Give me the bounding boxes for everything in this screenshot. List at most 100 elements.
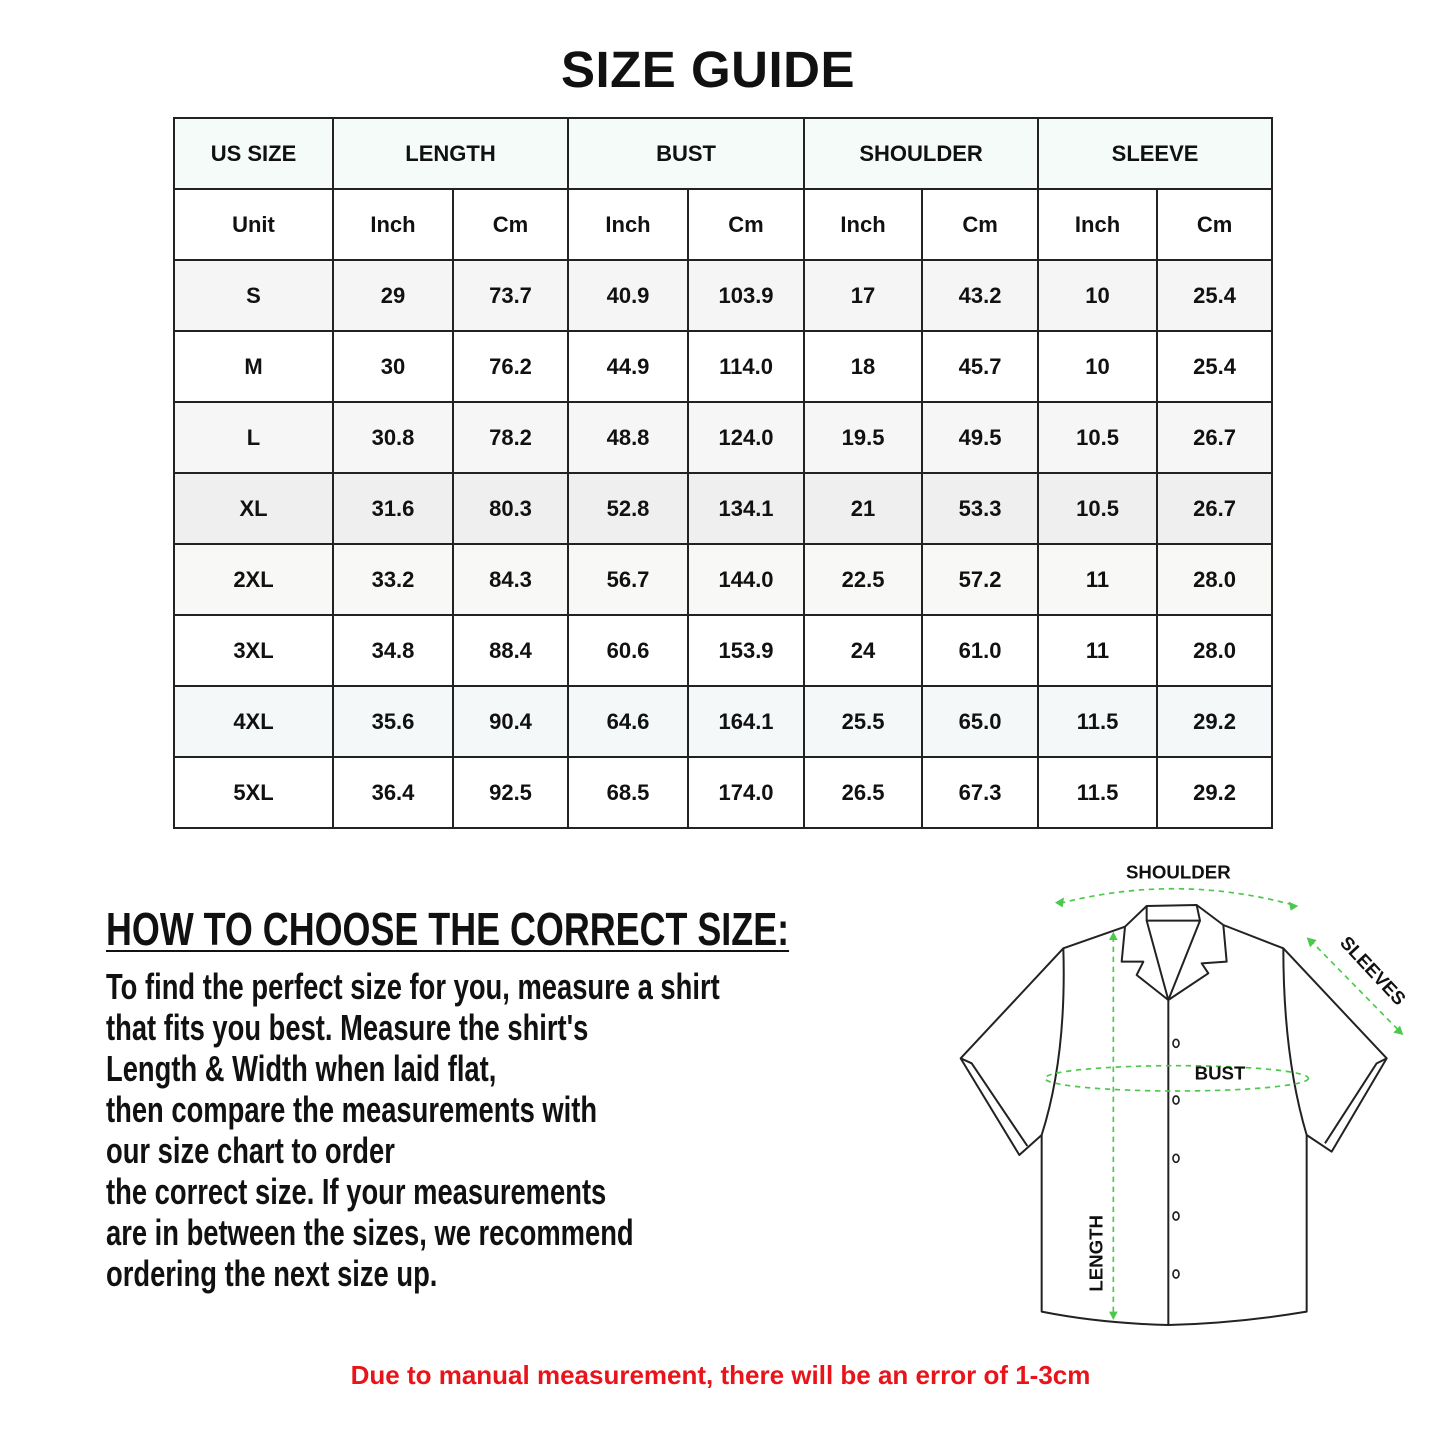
measurement-cell: 10 xyxy=(1037,259,1159,332)
measurement-lines xyxy=(1044,887,1401,1315)
size-cell: XL xyxy=(173,472,334,545)
measurement-cell: 134.1 xyxy=(687,472,806,545)
table-row: 2XL 33.2 84.3 56.7 144.0 22.5 57.2 11 28.0 xyxy=(173,543,1274,616)
arrow-icon xyxy=(1288,901,1299,911)
measurement-cell: 124.0 xyxy=(687,401,806,474)
table-row: 5XL 36.4 92.5 68.5 174.0 26.5 67.3 11.5 29.2 xyxy=(173,756,1274,829)
how-to-line: then compare the measurements with xyxy=(106,1089,598,1130)
size-cell: 4XL xyxy=(173,685,334,758)
measurement-cell: 103.9 xyxy=(687,259,806,332)
table-row: XL 31.6 80.3 52.8 134.1 21 53.3 10.5 26.7 xyxy=(173,472,1274,545)
how-to-line: ordering the next size up. xyxy=(106,1253,438,1294)
button-icon xyxy=(1172,1095,1180,1105)
measurement-cell: 28.0 xyxy=(1156,543,1274,616)
group-header-row: US SIZE LENGTH BUST SHOULDER SLEEVE xyxy=(173,117,1274,190)
measurement-cell: 30 xyxy=(332,330,454,403)
sleeves-label: SLEEVES xyxy=(1336,932,1410,1009)
arrow-icon xyxy=(1306,937,1317,948)
shirt-outline xyxy=(959,904,1388,1326)
shirt-diagram: SHOULDER SLEEVES BUST LENGTH xyxy=(940,850,1420,1340)
measurement-cell: 44.9 xyxy=(567,330,690,403)
how-to-line: that fits you best. Measure the shirt's xyxy=(106,1007,589,1048)
header-length: LENGTH xyxy=(331,117,570,190)
measurement-cell: 61.0 xyxy=(921,614,1040,687)
table-row: S 29 73.7 40.9 103.9 17 43.2 10 25.4 xyxy=(173,259,1274,332)
measurement-cell: 88.4 xyxy=(451,614,570,687)
header-sleeve: SLEEVE xyxy=(1037,117,1274,190)
measurement-cell: 144.0 xyxy=(687,543,806,616)
size-cell: L xyxy=(173,401,334,474)
table-row: 3XL 34.8 88.4 60.6 153.9 24 61.0 11 28.0 xyxy=(173,614,1274,687)
measurement-cell: 24 xyxy=(803,614,924,687)
measurement-cell: 34.8 xyxy=(332,614,454,687)
measurement-cell: 11 xyxy=(1037,543,1159,616)
shoulder-label: SHOULDER xyxy=(1126,861,1231,882)
unit-cell: Cm xyxy=(687,188,806,261)
arrow-icon xyxy=(1055,897,1064,908)
measurement-cell: 40.9 xyxy=(567,259,690,332)
measurement-cell: 56.7 xyxy=(567,543,690,616)
size-cell: 2XL xyxy=(173,543,334,616)
measurement-cell: 25.5 xyxy=(803,685,924,758)
bust-measure-line xyxy=(1044,1064,1310,1092)
measurement-cell: 84.3 xyxy=(451,543,570,616)
measurement-error-note: Due to manual measurement, there will be… xyxy=(350,1360,1091,1390)
measurement-cell: 43.2 xyxy=(921,259,1040,332)
size-cell: 5XL xyxy=(173,756,334,829)
measurement-cell: 45.7 xyxy=(921,330,1040,403)
measurement-cell: 52.8 xyxy=(567,472,690,545)
measurement-cell: 21 xyxy=(803,472,924,545)
sleeve-measure-line xyxy=(1309,939,1401,1033)
measurement-cell: 164.1 xyxy=(687,685,806,758)
measurement-cell: 26.5 xyxy=(803,756,924,829)
measurement-cell: 68.5 xyxy=(567,756,690,829)
table-row: 4XL 35.6 90.4 64.6 164.1 25.5 65.0 11.5 29.2 xyxy=(173,685,1274,758)
how-to-text: To find the perfect size for you, measur… xyxy=(106,966,982,1294)
unit-cell: Cm xyxy=(1156,188,1274,261)
page-title: SIZE GUIDE xyxy=(560,41,856,98)
unit-cell: Cm xyxy=(921,188,1040,261)
how-to-line: Length & Width when laid flat, xyxy=(106,1048,497,1089)
measurement-cell: 25.4 xyxy=(1156,330,1274,403)
measurement-cell: 25.4 xyxy=(1156,259,1274,332)
unit-cell: Inch xyxy=(332,188,454,261)
measurement-cell: 90.4 xyxy=(451,685,570,758)
measurement-cell: 65.0 xyxy=(921,685,1040,758)
measurement-cell: 29.2 xyxy=(1156,756,1274,829)
how-to-line: our size chart to order xyxy=(106,1130,395,1171)
measurement-arrows xyxy=(1055,897,1404,1320)
button-icon xyxy=(1172,1038,1180,1049)
table-row: M 30 76.2 44.9 114.0 18 45.7 10 25.4 xyxy=(173,330,1274,403)
measurement-cell: 153.9 xyxy=(687,614,806,687)
measurement-cell: 67.3 xyxy=(921,756,1040,829)
measurement-cell: 49.5 xyxy=(921,401,1040,474)
measurement-cell: 30.8 xyxy=(332,401,454,474)
size-cell: 3XL xyxy=(173,614,334,687)
header-us-size: US SIZE xyxy=(173,117,334,190)
button-icon xyxy=(1172,1211,1180,1221)
measurement-cell: 60.6 xyxy=(567,614,690,687)
size-table: US SIZE LENGTH BUST SHOULDER SLEEVE Unit… xyxy=(173,117,1274,829)
how-to-line: are in between the sizes, we recommend xyxy=(106,1212,634,1253)
measurement-cell: 73.7 xyxy=(451,259,570,332)
how-to-section: HOW TO CHOOSE THE CORRECT SIZE: To find … xyxy=(106,902,982,1294)
measurement-cell: 11 xyxy=(1037,614,1159,687)
measurement-cell: 22.5 xyxy=(803,543,924,616)
measurement-cell: 48.8 xyxy=(567,401,690,474)
arrow-icon xyxy=(1393,1025,1404,1035)
measurement-cell: 57.2 xyxy=(921,543,1040,616)
header-bust: BUST xyxy=(567,117,806,190)
measurement-cell: 78.2 xyxy=(451,401,570,474)
measurement-cell: 11.5 xyxy=(1037,756,1159,829)
how-to-heading: HOW TO CHOOSE THE CORRECT SIZE: xyxy=(106,903,790,955)
buttons xyxy=(1172,1038,1180,1279)
measurement-cell: 11.5 xyxy=(1037,685,1159,758)
measurement-cell: 10.5 xyxy=(1037,472,1159,545)
measurement-cell: 26.7 xyxy=(1156,401,1274,474)
unit-cell: Unit xyxy=(173,188,334,261)
measurement-cell: 35.6 xyxy=(332,685,454,758)
size-cell: M xyxy=(173,330,334,403)
button-icon xyxy=(1172,1269,1180,1279)
measurement-cell: 10.5 xyxy=(1037,401,1159,474)
arrow-icon xyxy=(1109,931,1118,940)
